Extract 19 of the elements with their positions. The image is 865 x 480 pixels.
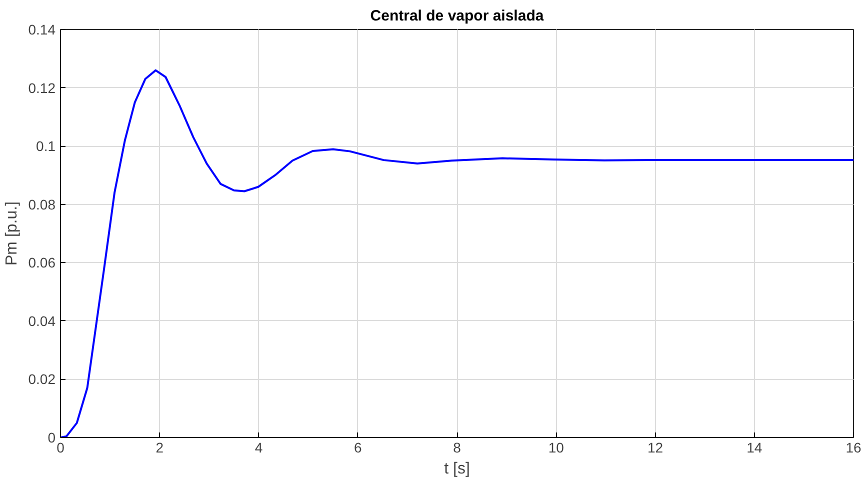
y-tick-label: 0.12	[28, 80, 56, 96]
chart-title: Central de vapor aislada	[370, 8, 544, 24]
x-tick-label: 12	[647, 440, 664, 456]
x-tick-label: 6	[354, 440, 362, 456]
y-tick-label: 0.08	[28, 196, 56, 212]
y-tick-label: 0.1	[36, 138, 56, 154]
y-tick-label: 0.02	[28, 371, 56, 388]
y-tick-label: 0	[48, 430, 56, 446]
x-tick-label: 2	[156, 440, 164, 456]
x-axis-title: t [s]	[444, 460, 470, 478]
y-tick-label: 0.14	[28, 22, 56, 38]
x-tick-label: 14	[746, 440, 762, 456]
x-tick-label: 10	[548, 440, 564, 456]
y-tick-label: 0.06	[28, 254, 56, 271]
x-tick-label: 8	[453, 440, 462, 456]
x-tick-label: 4	[254, 440, 263, 456]
y-tick-label: 0.04	[28, 312, 56, 329]
y-axis-title: Pm [p.u.]	[3, 201, 20, 266]
x-tick-label: 16	[846, 440, 862, 456]
